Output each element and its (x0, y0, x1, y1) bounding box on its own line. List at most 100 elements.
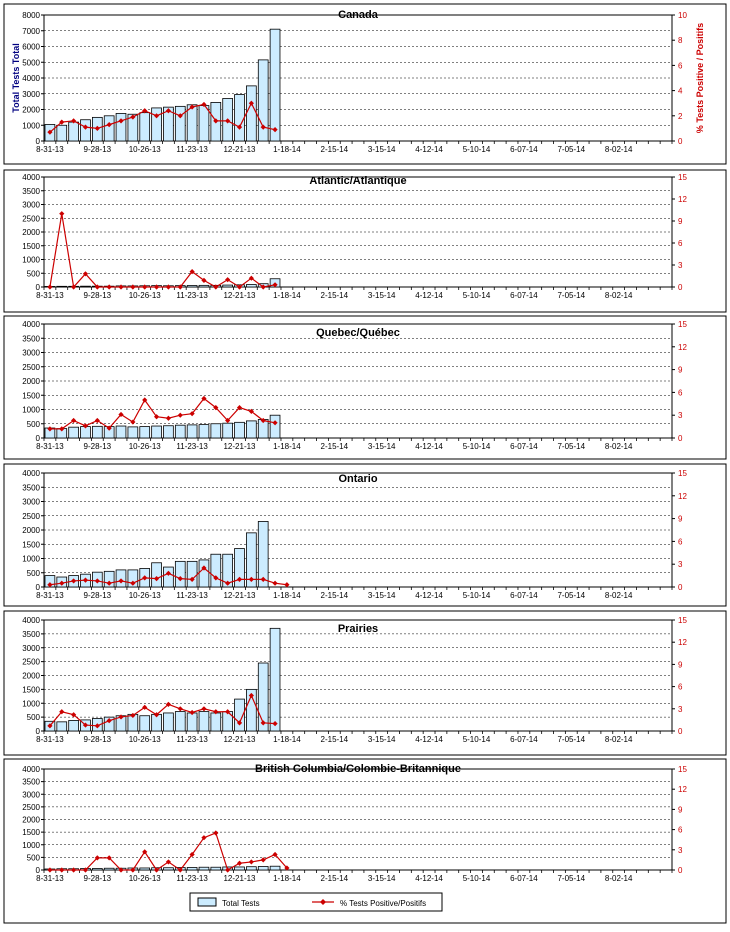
line-marker (189, 576, 195, 582)
line-marker (225, 417, 231, 424)
x-tick-label: 4-12-14 (415, 291, 443, 300)
x-tick-label: 8-02-14 (605, 591, 633, 600)
y-left-tick-label: 4000 (22, 74, 40, 83)
line-marker (59, 119, 65, 125)
line-marker (260, 417, 266, 424)
bar (198, 711, 210, 732)
line-marker (189, 411, 195, 417)
bar (103, 867, 115, 871)
bar (139, 112, 151, 142)
line-marker (153, 284, 160, 290)
y-left-tick-label: 0 (36, 434, 41, 443)
y-right-tick-label: 0 (678, 434, 683, 443)
y-right-tick-label: 12 (678, 195, 687, 204)
y-right-tick-label: 3 (678, 261, 683, 270)
y-right-tick-label: 6 (678, 826, 683, 835)
y-right-tick-label: 10 (678, 11, 687, 20)
y-right-tick-label: 6 (678, 61, 683, 70)
x-tick-label: 8-31-13 (36, 145, 64, 154)
legend-bar-label: Total Tests (222, 899, 260, 908)
bar (198, 424, 210, 439)
line-marker (71, 417, 77, 424)
x-tick-label: 9-28-13 (84, 735, 112, 744)
line-marker (165, 415, 172, 421)
x-tick-label: 10-26-13 (129, 442, 162, 451)
line-marker (59, 709, 65, 715)
line-marker (130, 712, 136, 719)
y-right-tick-label: 6 (678, 388, 683, 397)
bar (80, 119, 91, 142)
x-tick-label: 11-23-13 (176, 145, 208, 154)
bar (210, 712, 222, 732)
series-line (49, 397, 276, 430)
x-tick-label: 10-26-13 (129, 145, 162, 154)
y-right-tick-label: 9 (678, 805, 683, 814)
y-left-tick-label: 3000 (22, 201, 40, 210)
line-marker (189, 709, 195, 716)
x-tick-label: 10-26-13 (129, 291, 162, 300)
bar (127, 113, 139, 142)
line-marker (260, 720, 266, 726)
line-marker (59, 426, 65, 432)
line-marker (225, 580, 231, 586)
line-marker (165, 701, 172, 707)
line-marker (272, 580, 278, 586)
bar (186, 712, 198, 732)
x-tick-label: 7-05-14 (557, 145, 585, 154)
y-left-tick-label: 1500 (22, 685, 40, 694)
line-marker (118, 578, 124, 584)
y-right-tick-label: 12 (678, 492, 687, 501)
x-tick-label: 2-15-14 (321, 591, 349, 600)
y-left-tick-label: 500 (27, 420, 41, 429)
x-tick-label: 1-18-14 (273, 145, 301, 154)
bar (222, 284, 233, 288)
bar (56, 124, 68, 142)
line-marker (213, 709, 219, 715)
y-right-tick-label: 0 (678, 727, 683, 736)
line-marker (130, 580, 136, 586)
y-right-tick-label: 9 (678, 217, 683, 226)
y-left-tick-label: 2000 (22, 106, 40, 115)
line-marker (189, 851, 195, 858)
y-left-tick-label: 2000 (22, 526, 40, 535)
y-right-tick-label: 0 (678, 583, 683, 592)
y-right-tick-label: 15 (678, 765, 687, 774)
chart-title: Prairies (338, 623, 378, 635)
y-left-tick-label: 4000 (22, 616, 40, 625)
bar (246, 688, 257, 732)
bar (174, 711, 186, 732)
y-left-tick-label: 4000 (22, 320, 40, 329)
line-marker (130, 867, 136, 873)
y-left-axis-title: Total Tests Total (11, 43, 21, 113)
x-tick-label: 10-26-13 (129, 591, 162, 600)
x-tick-label: 1-18-14 (273, 442, 301, 451)
y-right-tick-label: 0 (678, 283, 683, 292)
line-marker (47, 867, 53, 873)
y-left-tick-label: 2500 (22, 803, 40, 812)
line-marker (177, 867, 183, 873)
y-left-tick-label: 1500 (22, 391, 40, 400)
x-tick-label: 6-07-14 (510, 442, 538, 451)
line-marker (213, 575, 219, 581)
x-tick-label: 5-10-14 (463, 291, 491, 300)
line-marker (177, 113, 183, 119)
bar (269, 627, 281, 732)
y-right-tick-label: 6 (678, 537, 683, 546)
y-left-tick-label: 2500 (22, 363, 40, 372)
x-tick-label: 9-28-13 (84, 291, 112, 300)
line-marker (71, 578, 77, 584)
x-tick-label: 5-10-14 (463, 591, 491, 600)
line-marker (82, 423, 89, 429)
bar (234, 698, 245, 732)
line-marker (94, 578, 100, 584)
line-marker (260, 284, 266, 290)
x-tick-label: 8-31-13 (36, 442, 64, 451)
y-right-tick-label: 3 (678, 411, 683, 420)
y-right-tick-label: 9 (678, 366, 683, 375)
y-left-tick-label: 3500 (22, 187, 40, 196)
chart-title: Atlantic/Atlantique (309, 175, 406, 187)
bar (222, 422, 233, 439)
bar (269, 414, 281, 439)
line-marker (201, 277, 207, 283)
y-right-tick-label: 4 (678, 87, 683, 96)
